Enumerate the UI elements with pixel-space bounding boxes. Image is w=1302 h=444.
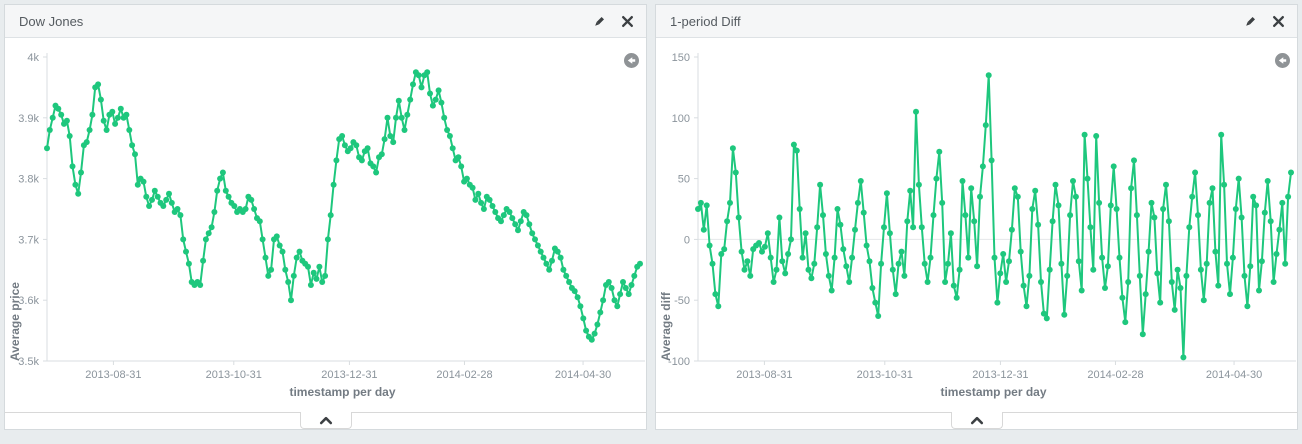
- svg-text:3.9k: 3.9k: [18, 113, 39, 125]
- x-axis-title: timestamp per day: [940, 385, 1047, 399]
- close-panel-button[interactable]: [619, 13, 636, 30]
- svg-text:2014-02-28: 2014-02-28: [436, 369, 492, 381]
- panel-dow-jones: Dow Jones Average price 4k 3.9k 3.8k 3.7k 3.…: [4, 4, 647, 430]
- svg-text:4k: 4k: [27, 52, 39, 64]
- svg-text:-50: -50: [674, 295, 690, 307]
- x-icon: [622, 15, 633, 27]
- reset-zoom-button[interactable]: [623, 52, 640, 72]
- panel-header: Dow Jones: [5, 5, 646, 38]
- svg-text:2013-12-31: 2013-12-31: [972, 369, 1028, 381]
- panel-body: Average diff 150 100 50 0 -50 -100 2013-08-31 2…: [656, 38, 1297, 413]
- back-circle-icon: [1275, 53, 1290, 68]
- svg-text:2013-12-31: 2013-12-31: [321, 369, 377, 381]
- svg-text:3.6k: 3.6k: [18, 295, 39, 307]
- panel-body: Average price 4k 3.9k 3.8k 3.7k 3.6k 3.5k 2013…: [5, 38, 646, 413]
- svg-text:3.7k: 3.7k: [18, 234, 39, 246]
- panel-title: 1-period Diff: [670, 13, 741, 29]
- svg-text:2013-08-31: 2013-08-31: [736, 369, 792, 381]
- svg-text:2014-02-28: 2014-02-28: [1087, 369, 1143, 381]
- svg-text:2013-08-31: 2013-08-31: [85, 369, 141, 381]
- panel-1-period-diff: 1-period Diff Average diff 150 100 50 0 -50-…: [655, 4, 1298, 430]
- panel-actions: [590, 11, 636, 31]
- x-icon: [1273, 15, 1284, 27]
- panel-title: Dow Jones: [19, 13, 84, 29]
- svg-text:2013-10-31: 2013-10-31: [857, 369, 913, 381]
- collapse-panel-button[interactable]: [950, 412, 1003, 429]
- back-circle-icon: [624, 53, 639, 68]
- svg-text:2014-04-30: 2014-04-30: [1206, 369, 1262, 381]
- svg-text:2014-04-30: 2014-04-30: [555, 369, 611, 381]
- pencil-icon: [595, 17, 604, 26]
- pencil-icon: [1246, 17, 1255, 26]
- svg-text:3.5k: 3.5k: [18, 356, 39, 368]
- chevron-up-icon: [319, 416, 332, 424]
- x-axis-title: timestamp per day: [289, 385, 396, 399]
- svg-text:0: 0: [684, 234, 690, 246]
- svg-text:2013-10-31: 2013-10-31: [206, 369, 262, 381]
- edit-panel-button[interactable]: [590, 11, 610, 31]
- panel-actions: [1241, 11, 1287, 31]
- reset-zoom-button[interactable]: [1274, 52, 1291, 72]
- chevron-up-icon: [970, 416, 983, 424]
- panel-header: 1-period Diff: [656, 5, 1297, 38]
- svg-text:50: 50: [678, 174, 690, 186]
- edit-panel-button[interactable]: [1241, 11, 1261, 31]
- close-panel-button[interactable]: [1270, 13, 1287, 30]
- svg-text:150: 150: [672, 52, 690, 64]
- collapse-panel-button[interactable]: [299, 412, 352, 429]
- svg-text:100: 100: [672, 113, 690, 125]
- svg-text:-100: -100: [668, 356, 690, 368]
- svg-text:3.8k: 3.8k: [18, 174, 39, 186]
